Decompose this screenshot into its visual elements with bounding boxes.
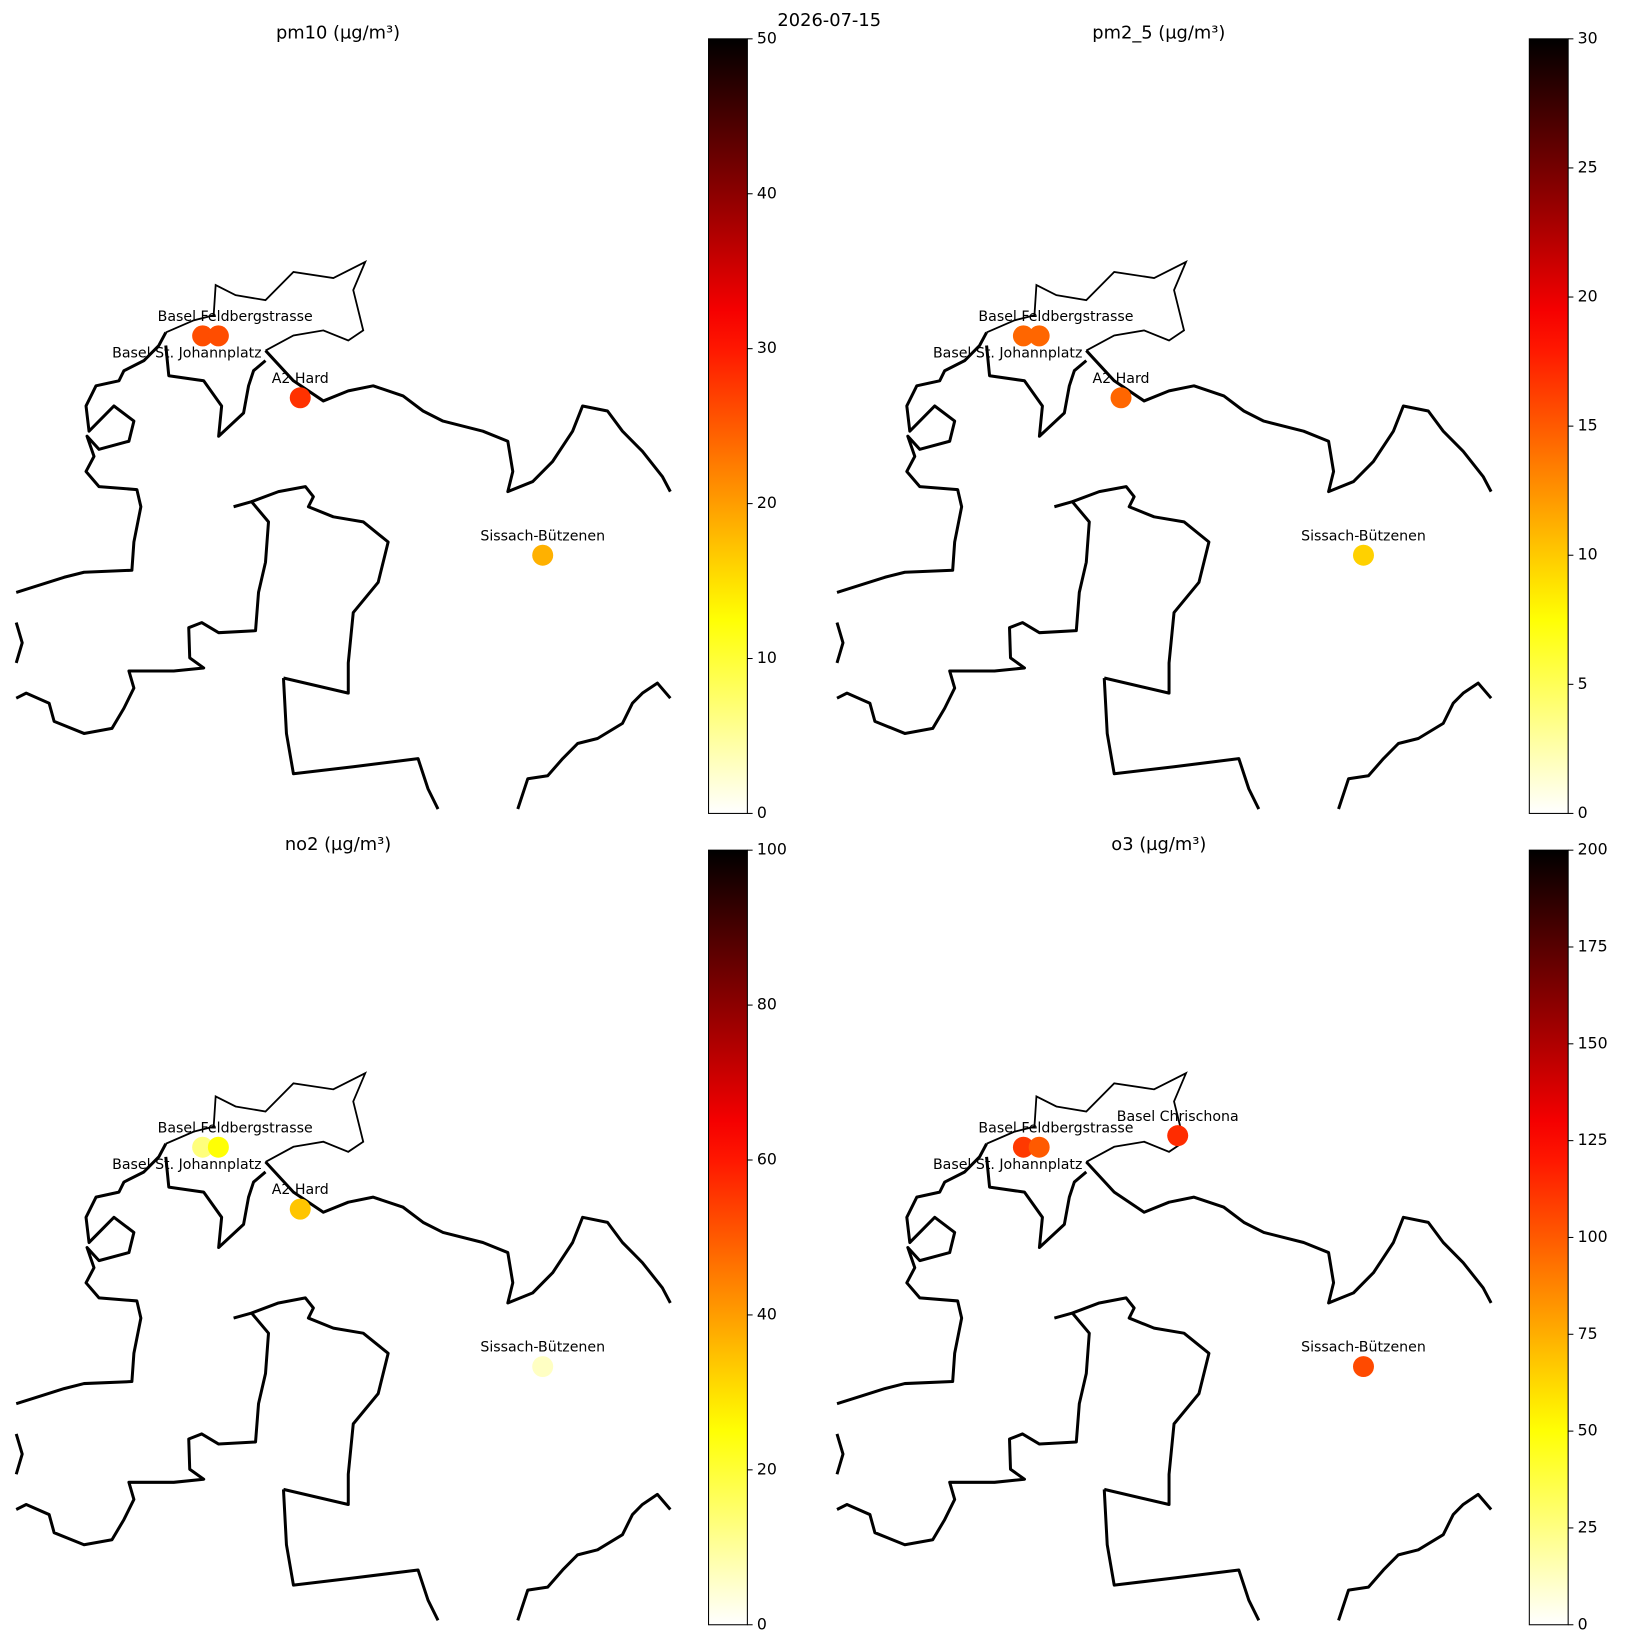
panel-title: no2 (µg/m³) — [285, 834, 391, 855]
colorbar-tick-label: 50 — [1578, 1421, 1598, 1440]
station-label: A2 Hard — [1092, 371, 1149, 387]
colorbar — [1528, 849, 1569, 1626]
colorbar-tick-label: 150 — [1578, 1033, 1608, 1052]
colorbar — [1528, 38, 1569, 814]
panel-title: o3 (µg/m³) — [1111, 834, 1206, 855]
station-marker — [1110, 387, 1132, 409]
station-marker — [1352, 544, 1374, 566]
colorbar-tick-label: 20 — [757, 493, 777, 512]
station-label: Basel Feldbergstrasse — [978, 1120, 1133, 1136]
colorbar-tick-label: 50 — [757, 28, 777, 47]
station-label: Basel Chrischona — [1117, 1109, 1239, 1125]
station-marker — [207, 325, 229, 347]
colorbar — [708, 38, 748, 814]
station-marker — [289, 1198, 311, 1220]
colorbar-tick-label: 60 — [757, 1150, 777, 1169]
station-marker — [1167, 1125, 1189, 1147]
colorbar-tick-label: 10 — [1578, 545, 1598, 564]
station-marker — [207, 1136, 229, 1158]
station-marker — [1028, 1136, 1050, 1158]
station-marker — [1028, 325, 1050, 347]
colorbar-tick-label: 175 — [1578, 936, 1608, 955]
station-label: Sissach-Bützenen — [480, 1340, 605, 1356]
colorbar-tick-label: 5 — [1578, 674, 1588, 693]
colorbar-tick-label: 30 — [1578, 28, 1598, 47]
station-marker — [532, 544, 554, 566]
station-label: Basel Feldbergstrasse — [158, 309, 313, 325]
station-label: A2 Hard — [272, 1182, 329, 1198]
suptitle: 2026-07-15 — [777, 10, 881, 31]
colorbar-tick-label: 0 — [1578, 803, 1588, 822]
colorbar-tick-label: 25 — [1578, 1517, 1598, 1536]
colorbar-tick-label: 0 — [757, 803, 767, 822]
panel-title: pm2_5 (µg/m³) — [1092, 23, 1225, 44]
station-marker — [192, 325, 214, 347]
panel-title: pm10 (µg/m³) — [276, 23, 400, 44]
station-label: Basel Feldbergstrasse — [158, 1120, 313, 1136]
station-marker — [1012, 325, 1034, 347]
colorbar-tick-label: 0 — [1578, 1614, 1588, 1633]
colorbar-tick-label: 25 — [1578, 157, 1598, 176]
station-label: Sissach-Bützenen — [1301, 1340, 1426, 1356]
colorbar-tick-label: 200 — [1578, 840, 1608, 859]
station-marker — [192, 1136, 214, 1158]
colorbar — [708, 849, 748, 1626]
colorbar-tick-label: 75 — [1578, 1324, 1598, 1343]
station-label: Sissach-Bützenen — [480, 528, 605, 544]
station-label: Basel St. Johannplatz — [112, 1157, 261, 1173]
station-marker — [1352, 1356, 1374, 1378]
station-label: A2 Hard — [272, 371, 329, 387]
colorbar-tick-label: 20 — [1578, 287, 1598, 306]
station-label: Basel St. Johannplatz — [933, 346, 1082, 362]
station-marker — [289, 387, 311, 409]
colorbar-tick-label: 20 — [757, 1459, 777, 1478]
station-marker — [1012, 1136, 1034, 1158]
station-label: Sissach-Bützenen — [1301, 528, 1426, 544]
colorbar-tick-label: 80 — [757, 995, 777, 1014]
colorbar-tick-label: 0 — [757, 1614, 767, 1633]
station-label: Basel Feldbergstrasse — [978, 309, 1133, 325]
colorbar-tick-label: 40 — [757, 1304, 777, 1323]
colorbar-tick-label: 30 — [757, 338, 777, 357]
station-label: Basel St. Johannplatz — [933, 1157, 1082, 1173]
colorbar-tick-label: 40 — [757, 183, 777, 202]
colorbar-tick-label: 100 — [1578, 1227, 1608, 1246]
colorbar-tick-label: 15 — [1578, 416, 1598, 435]
colorbar-tick-label: 100 — [757, 840, 787, 859]
colorbar-tick-label: 10 — [757, 648, 777, 667]
station-marker — [532, 1356, 554, 1378]
station-label: Basel St. Johannplatz — [112, 346, 261, 362]
colorbar-tick-label: 125 — [1578, 1130, 1608, 1149]
